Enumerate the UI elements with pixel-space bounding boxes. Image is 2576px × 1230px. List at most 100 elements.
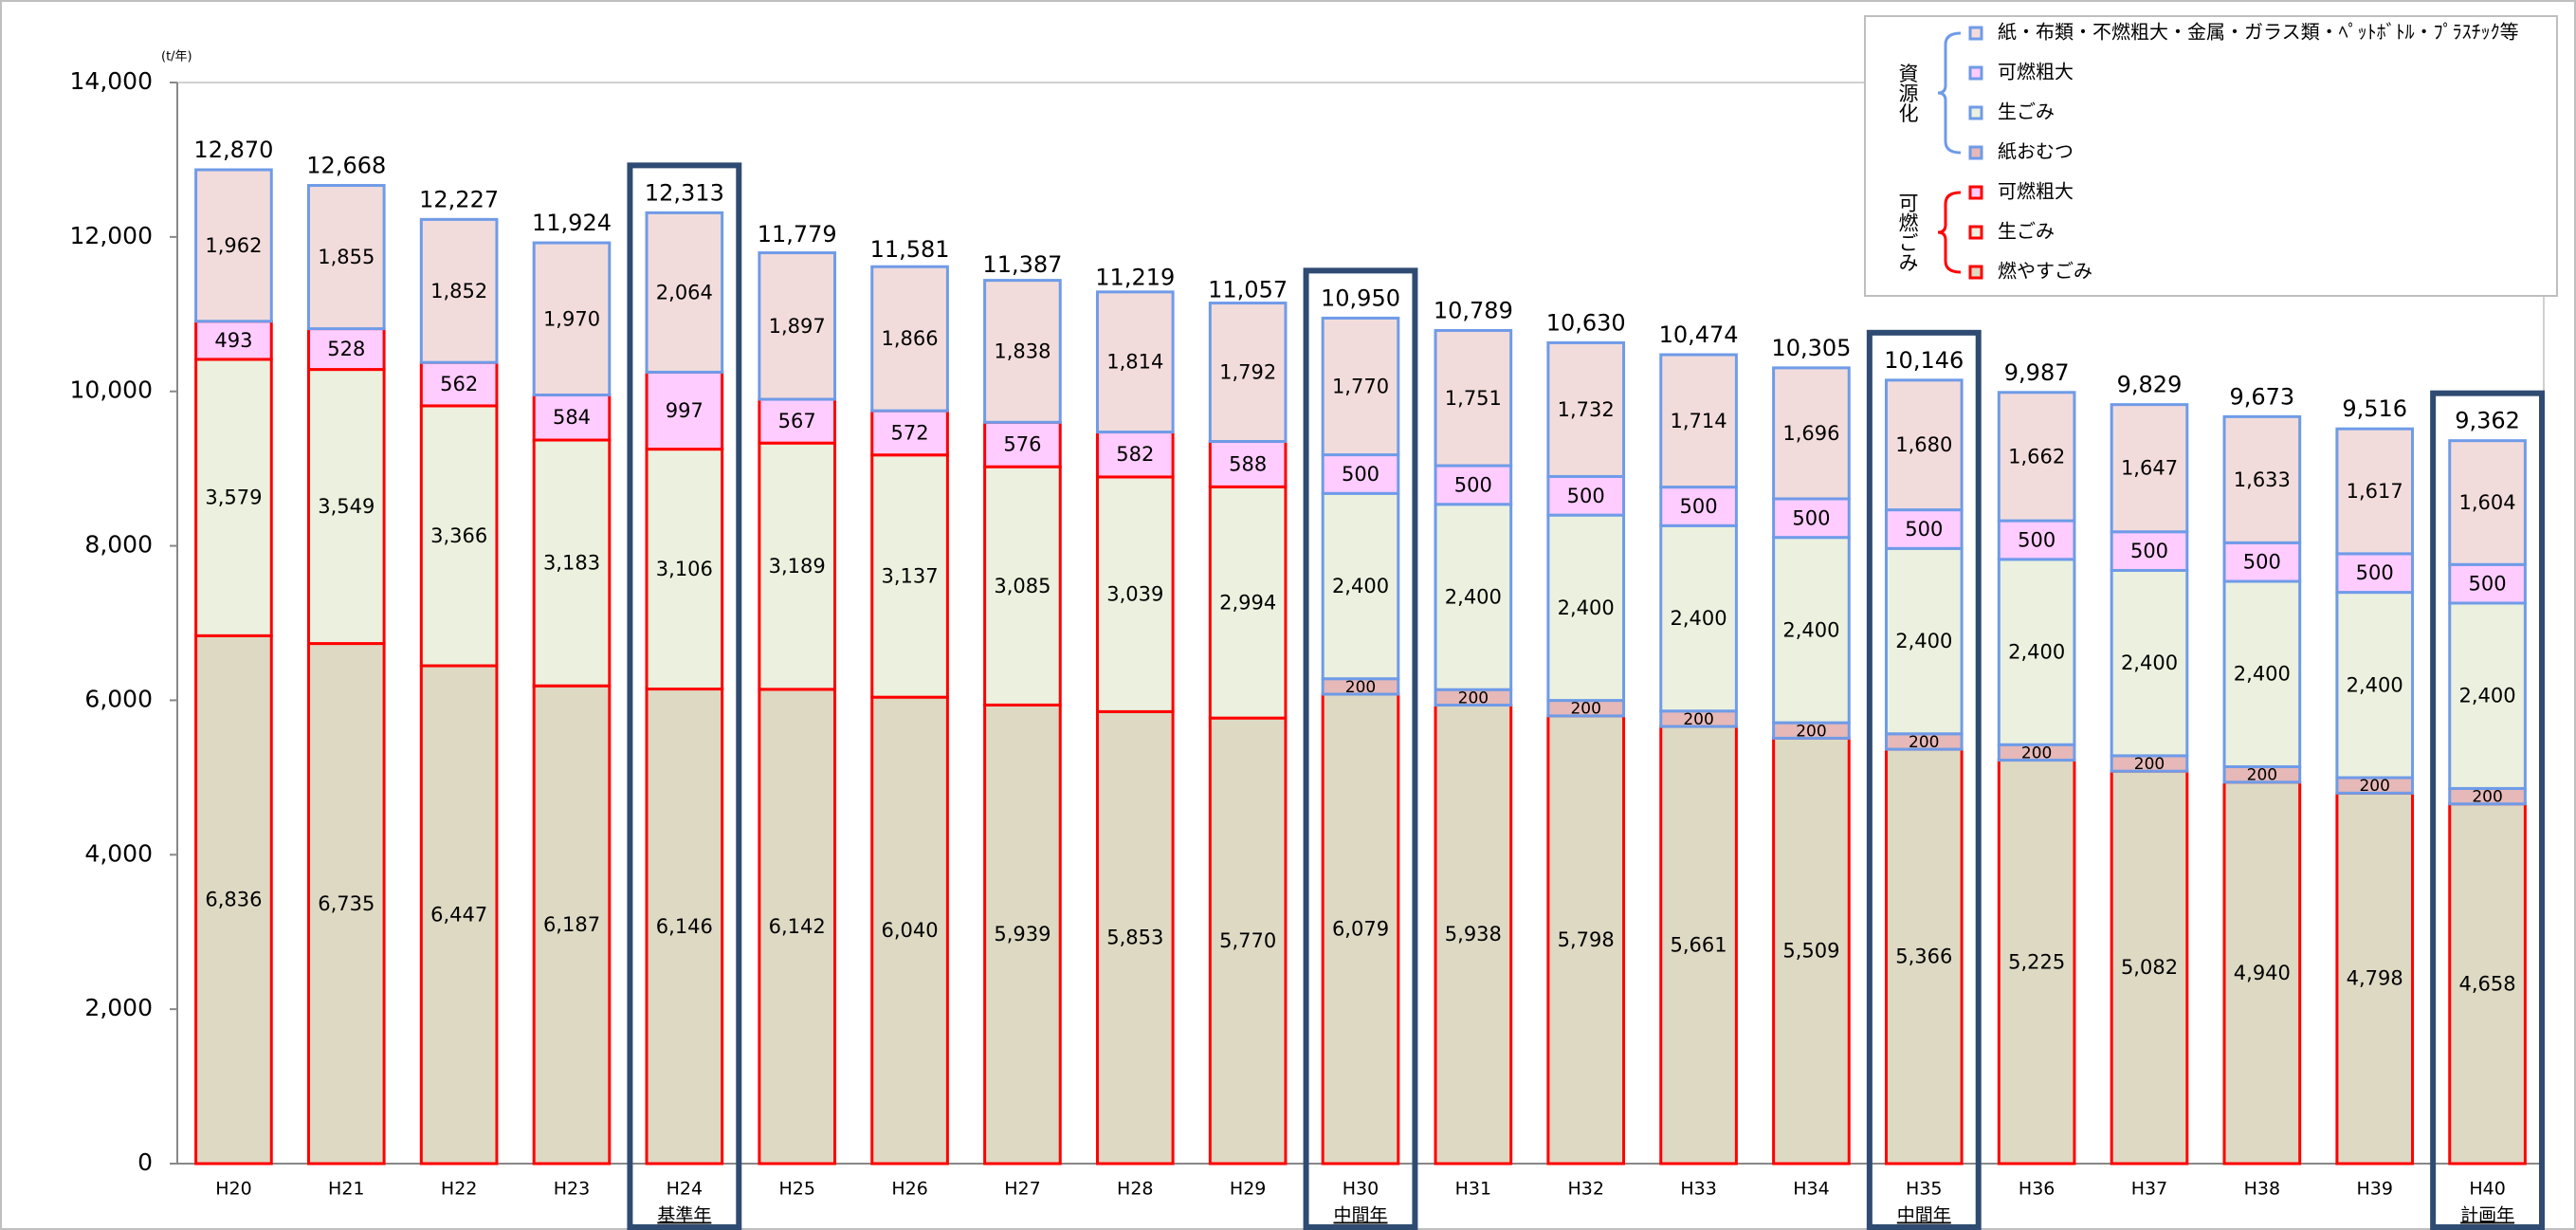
x-tick-label: H23	[554, 1179, 590, 1200]
segment-label: 1,970	[543, 307, 600, 330]
segment-label: 200	[1796, 722, 1826, 741]
segment-label: 1,680	[1895, 433, 1952, 456]
highlight-frame	[627, 162, 742, 1230]
highlight-frame	[1303, 267, 1418, 1230]
bar-segment	[1321, 491, 1400, 681]
bar-segment	[2110, 769, 2189, 1166]
segment-label: 6,735	[318, 892, 375, 915]
segment-label: 4,658	[2459, 972, 2516, 995]
x-tick-label: H20	[215, 1179, 251, 1200]
bar-segment	[2222, 414, 2302, 544]
total-label: 10,474	[1659, 321, 1739, 348]
bar-segment	[758, 688, 837, 1166]
legend-label: 可燃粗大	[1998, 180, 2074, 203]
legend-swatch	[1968, 26, 1983, 41]
bar-segment	[1434, 464, 1513, 506]
bar-segment	[532, 438, 612, 688]
bar-segment	[532, 241, 612, 396]
legend-label: 生ごみ	[1998, 220, 2055, 243]
bar-segment	[870, 409, 949, 457]
bar-segment	[1659, 523, 1738, 713]
segment-label: 1,633	[2234, 468, 2291, 491]
x-tick-label: H39	[2356, 1179, 2392, 1200]
bar-segment	[306, 327, 386, 372]
total-label: 10,789	[1434, 297, 1513, 323]
segment-label: 2,400	[1332, 575, 1389, 597]
total-label: 9,362	[2455, 408, 2520, 434]
segment-label: 2,400	[1671, 607, 1727, 630]
x-tick-label: H22	[441, 1179, 477, 1200]
total-label: 11,779	[758, 221, 837, 248]
x-tick-label: H27	[1004, 1179, 1040, 1200]
segment-label: 1,604	[2459, 491, 2516, 514]
segment-label: 1,714	[1671, 410, 1727, 432]
x-tick-label: H34	[1793, 1179, 1829, 1200]
bar-segment	[2335, 591, 2415, 780]
segment-label: 6,146	[656, 915, 713, 938]
segment-label: 500	[1792, 506, 1830, 529]
segment-label: 4,940	[2234, 962, 2291, 984]
legend-swatch	[1968, 145, 1983, 160]
x-tick-label: H33	[1680, 1179, 1716, 1200]
bar-segment	[1546, 714, 1626, 1166]
total-label: 10,305	[1771, 335, 1851, 361]
segment-label: 500	[1454, 473, 1492, 496]
legend-label: 生ごみ	[1998, 101, 2055, 123]
annotation-label: 中間年	[1333, 1205, 1387, 1226]
y-tick-label: 12,000	[70, 222, 153, 249]
segment-label: 200	[2134, 755, 2165, 774]
y-tick-label: 8,000	[84, 531, 153, 559]
segment-label: 5,770	[1219, 929, 1276, 952]
segment-label: 1,617	[2347, 480, 2403, 503]
bar-segment	[1321, 692, 1400, 1166]
legend-group-label: 資源化	[1896, 64, 1919, 123]
segment-label: 2,400	[2459, 685, 2516, 707]
x-tick-label: H36	[2019, 1179, 2055, 1200]
total-label: 11,057	[1208, 277, 1288, 303]
bar-segment	[1095, 475, 1175, 713]
bar-segment	[306, 368, 386, 646]
x-tick-label: H30	[1343, 1179, 1379, 1200]
bar-segment	[1321, 316, 1400, 457]
total-label: 11,924	[532, 210, 612, 236]
bar-segment	[870, 453, 949, 699]
segment-label: 1,696	[1782, 422, 1839, 445]
segment-label: 6,447	[430, 904, 487, 927]
segment-label: 6,836	[205, 889, 262, 911]
y-tick-label: 2,000	[84, 994, 153, 1021]
segment-label: 3,106	[656, 558, 713, 580]
bar-segment	[194, 358, 273, 637]
total-label: 11,387	[982, 251, 1062, 278]
bar-segment	[2222, 780, 2302, 1166]
total-label: 12,313	[645, 179, 724, 206]
bar-segment	[306, 642, 386, 1166]
total-label: 9,987	[2004, 359, 2070, 386]
segment-label: 1,962	[205, 234, 262, 257]
segment-label: 576	[1003, 433, 1041, 456]
segment-label: 1,852	[430, 280, 487, 303]
bar-segment	[645, 370, 724, 451]
bar-segment	[532, 393, 612, 442]
bar-segment	[419, 360, 499, 408]
bar-segment	[194, 320, 273, 361]
segment-label: 3,579	[205, 486, 262, 509]
segment-label: 1,662	[2008, 445, 2065, 468]
legend-bracket	[1937, 31, 1962, 155]
legend-swatch	[1968, 105, 1983, 120]
segment-label: 5,225	[2008, 950, 2065, 973]
segment-label: 200	[1683, 710, 1713, 729]
legend-swatch	[1968, 225, 1983, 240]
x-tick-label: H31	[1455, 1179, 1491, 1200]
segment-label: 200	[2247, 766, 2277, 785]
segment-label: 1,814	[1106, 351, 1163, 374]
segment-label: 1,855	[318, 246, 375, 268]
segment-label: 528	[327, 338, 365, 360]
bar-segment	[758, 397, 837, 445]
segment-label: 5,509	[1782, 940, 1839, 963]
segment-label: 6,040	[882, 919, 939, 942]
legend-group-label: 可燃ごみ	[1896, 193, 1919, 272]
bar-segment	[758, 441, 837, 691]
segment-label: 500	[1905, 518, 1943, 541]
segment-label: 493	[214, 329, 252, 352]
x-tick-label: H35	[1906, 1179, 1942, 1200]
